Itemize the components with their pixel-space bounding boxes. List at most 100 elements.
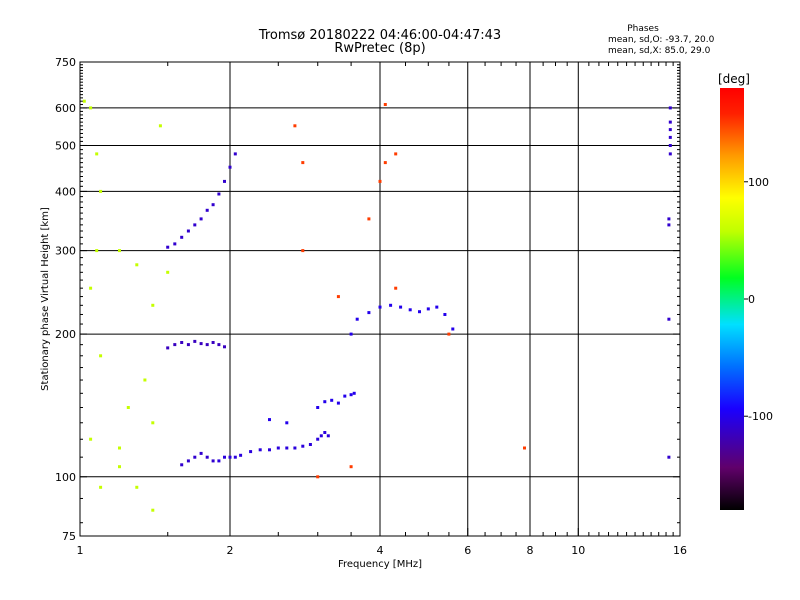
data-point — [199, 451, 203, 455]
data-point — [330, 398, 334, 402]
data-point — [523, 446, 526, 450]
data-point — [205, 455, 209, 459]
data-point — [89, 286, 93, 290]
data-point — [668, 128, 672, 132]
data-point — [367, 217, 371, 221]
phases-x-mode: mean, sd,X: 85.0, 29.0 — [608, 46, 711, 56]
data-point — [268, 418, 271, 422]
data-point — [323, 431, 327, 434]
colorbar-ticks: 100 0 -100 — [744, 176, 773, 423]
data-point — [151, 303, 155, 307]
data-point — [668, 144, 672, 147]
data-point — [82, 99, 86, 103]
data-point — [408, 308, 412, 312]
data-point — [223, 455, 226, 459]
data-point — [435, 305, 439, 309]
data-point — [418, 310, 421, 314]
data-point — [217, 192, 221, 196]
data-point — [118, 465, 121, 469]
data-point — [173, 343, 177, 347]
data-point — [199, 217, 203, 221]
y-tick-label: 600 — [55, 102, 76, 115]
data-point — [223, 345, 226, 349]
data-point — [668, 120, 672, 124]
data-point — [301, 444, 305, 448]
data-point — [319, 434, 323, 438]
data-point — [349, 332, 353, 336]
data-point — [336, 295, 340, 299]
y-tick-label: 300 — [55, 245, 76, 258]
data-point — [276, 446, 280, 450]
data-point — [135, 485, 139, 489]
data-point — [326, 434, 330, 438]
data-point — [217, 343, 221, 347]
data-point — [394, 286, 398, 290]
data-point — [378, 179, 382, 183]
x-tick-label: 4 — [377, 544, 384, 557]
data-point — [193, 455, 197, 459]
phases-o-mode: mean, sd,O: -93.7, 20.0 — [608, 35, 715, 45]
data-point — [668, 106, 672, 110]
data-point — [249, 450, 253, 454]
data-point — [89, 437, 93, 441]
data-point — [158, 124, 162, 128]
data-point — [205, 208, 209, 212]
data-point — [186, 343, 190, 347]
data-point — [389, 303, 393, 307]
data-point — [293, 446, 297, 450]
y-tick-label: 400 — [55, 185, 76, 198]
data-point — [186, 229, 190, 233]
data-point — [199, 342, 203, 346]
data-point — [151, 508, 155, 512]
x-axis-title: Frequency [MHz] — [338, 559, 422, 570]
data-point — [99, 354, 103, 358]
data-point — [293, 124, 297, 128]
data-point — [143, 378, 147, 382]
data-point — [399, 305, 403, 309]
colorbar-tick-label: 100 — [748, 176, 769, 189]
data-point — [186, 459, 190, 463]
data-point — [217, 459, 221, 463]
data-point — [668, 152, 672, 156]
data-point — [180, 341, 184, 344]
y-axis-title: Stationary phase Virtual Height [km] — [40, 207, 51, 391]
data-point — [95, 152, 99, 156]
data-point — [668, 135, 672, 139]
y-tick-label: 750 — [55, 56, 76, 69]
data-point — [667, 223, 671, 227]
data-point — [99, 189, 103, 193]
data-point — [180, 235, 184, 239]
y-tick-label: 75 — [62, 530, 76, 543]
data-point — [135, 263, 139, 267]
data-point — [316, 437, 320, 441]
x-tick-label: 10 — [571, 544, 585, 557]
data-point — [166, 270, 170, 274]
grid-layer — [80, 62, 680, 536]
data-point — [378, 305, 382, 309]
data-point — [151, 421, 155, 425]
colorbar — [720, 88, 744, 510]
colorbar-tick-label: -100 — [748, 410, 773, 423]
data-point — [308, 443, 312, 446]
data-point — [667, 317, 671, 321]
data-point — [193, 223, 197, 227]
y-tick-label: 100 — [55, 471, 76, 484]
data-point — [349, 393, 353, 397]
data-point — [223, 179, 226, 183]
data-point — [367, 311, 371, 315]
data-point — [316, 475, 320, 479]
data-point — [301, 249, 305, 253]
data-point — [173, 242, 177, 246]
x-tick-label: 16 — [673, 544, 687, 557]
y-tick-label: 500 — [55, 139, 76, 152]
phases-title: Phases — [627, 24, 659, 34]
data-points-layer — [82, 99, 672, 512]
data-point — [89, 106, 93, 110]
data-point — [285, 421, 289, 425]
data-point — [193, 339, 197, 343]
data-point — [211, 459, 215, 463]
data-point — [126, 406, 130, 409]
data-point — [258, 448, 262, 452]
x-tick-label: 8 — [527, 544, 534, 557]
data-point — [336, 401, 340, 405]
